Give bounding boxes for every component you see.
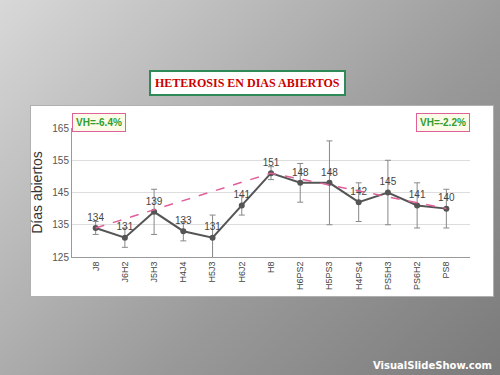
svg-text:125: 125	[52, 252, 69, 263]
svg-text:H4PS4: H4PS4	[354, 262, 364, 291]
svg-text:139: 139	[146, 196, 163, 207]
svg-text:PS5H3: PS5H3	[383, 262, 393, 291]
svg-text:Días abiertos: Días abiertos	[29, 151, 45, 233]
svg-text:J6H2: J6H2	[120, 262, 130, 283]
html-text:VisualSlideShow.com: VisualSlideShow.com	[373, 360, 492, 371]
svg-text:H6PS2: H6PS2	[295, 262, 305, 291]
svg-text:133: 133	[175, 215, 192, 226]
svg-text:131: 131	[204, 221, 221, 232]
svg-text:PS8: PS8	[441, 262, 451, 279]
svg-text:H4J4: H4J4	[178, 262, 188, 283]
svg-text:141: 141	[409, 189, 426, 200]
svg-text:HETEROSIS EN DIAS ABIERTOS: HETEROSIS EN DIAS ABIERTOS	[155, 76, 340, 90]
svg-text:148: 148	[292, 167, 309, 178]
svg-text:145: 145	[52, 187, 69, 198]
svg-text:H5J3: H5J3	[207, 262, 217, 283]
svg-text:H8: H8	[266, 262, 276, 274]
svg-text:VH=-6.4%: VH=-6.4%	[76, 117, 122, 128]
svg-text:151: 151	[263, 157, 280, 168]
svg-text:J8: J8	[91, 262, 101, 272]
svg-text:135: 135	[52, 219, 69, 230]
svg-text:141: 141	[233, 189, 250, 200]
svg-text:131: 131	[117, 221, 134, 232]
svg-text:H5PS3: H5PS3	[324, 262, 334, 291]
svg-text:H6J2: H6J2	[237, 262, 247, 283]
svg-text:140: 140	[438, 192, 455, 203]
svg-text:165: 165	[52, 123, 69, 134]
svg-text:145: 145	[380, 176, 397, 187]
svg-text:PS6H2: PS6H2	[412, 262, 422, 291]
svg-text:155: 155	[52, 155, 69, 166]
svg-text:134: 134	[87, 212, 104, 223]
svg-text:148: 148	[321, 167, 338, 178]
svg-text:142: 142	[350, 186, 367, 197]
svg-text:VH=-2.2%: VH=-2.2%	[420, 117, 466, 128]
svg-text:J5H3: J5H3	[149, 262, 159, 283]
